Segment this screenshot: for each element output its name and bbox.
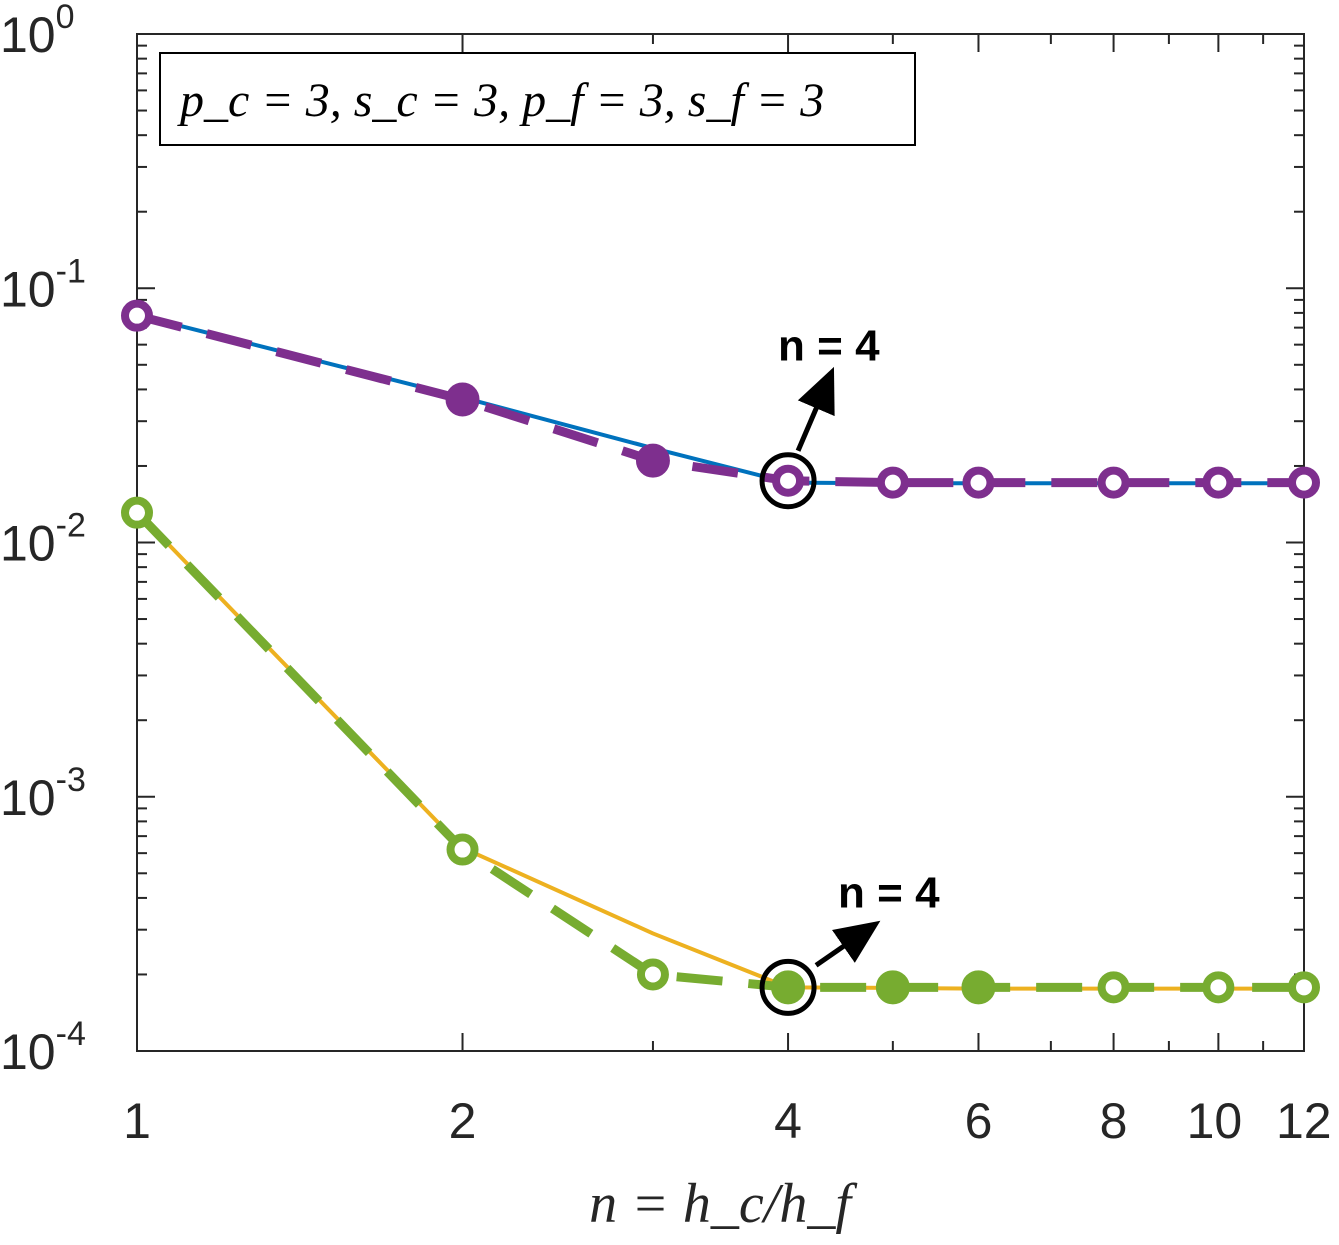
y-tick-label: 10-3	[0, 761, 86, 826]
y-tick-label: 10-2	[0, 507, 86, 572]
series-purple-dashed-line	[135, 311, 1304, 488]
series-purple-dashed-point	[635, 443, 670, 478]
annotations: n = 4 n = 4	[759, 322, 940, 1016]
series-layer	[121, 299, 1320, 1005]
annotation-circle	[759, 452, 817, 510]
x-tick-label: 1	[123, 1093, 151, 1149]
y-tick-labels: 10-4 10-3 10-2 10-1 100	[0, 0, 86, 1080]
series-purple-dashed-point	[1202, 466, 1235, 499]
series-green-dashed-point	[1202, 971, 1235, 1004]
series-purple-dashed-point	[772, 464, 805, 497]
y-tick-label: 10-4	[0, 1015, 86, 1080]
series-blue-solid-line	[136, 313, 1304, 486]
axes-box	[136, 33, 1305, 1052]
annotation-circle	[759, 958, 817, 1016]
y-tick-label: 100	[0, 0, 75, 63]
series-green-dashed-point	[1288, 971, 1320, 1004]
annotation-arrow	[814, 920, 881, 968]
series-green-dashed-point	[771, 970, 806, 1005]
series-green-dashed-point	[961, 970, 996, 1005]
x-tick-label: 4	[774, 1093, 802, 1149]
x-tick-label: 8	[1100, 1093, 1128, 1149]
series-green-dashed-line	[133, 509, 1304, 992]
minor-ticks	[136, 34, 1305, 1052]
x-tick-label: 2	[449, 1093, 477, 1149]
series-yellow-solid-line	[135, 510, 1304, 991]
annotation-label: n = 4	[778, 322, 880, 371]
legend-text: p_c = 3, s_c = 3, p_f = 3, s_f = 3	[177, 74, 824, 127]
series-purple-dashed-point	[121, 299, 153, 332]
series-purple-dashed-point	[445, 382, 480, 417]
series-purple-dashed-point	[876, 466, 909, 499]
plot-area	[136, 33, 1305, 1052]
x-tick-label: 6	[965, 1093, 993, 1149]
legend-box: p_c = 3, s_c = 3, p_f = 3, s_f = 3	[159, 52, 916, 146]
series-green-dashed-point	[875, 970, 910, 1005]
x-tick-label: 10	[1187, 1093, 1243, 1149]
series-green-dashed-point	[1097, 971, 1130, 1004]
x-tick-labels: 1 2 4 6 8 10 12	[123, 1093, 1332, 1149]
x-axis-label: n = h_c/h_f	[589, 1173, 858, 1235]
annotation-label: n = 4	[838, 868, 940, 917]
x-tick-label: 12	[1276, 1093, 1332, 1149]
series-green-dashed-point	[121, 496, 153, 529]
annotation-arrow	[795, 366, 835, 452]
series-purple-dashed-point	[1097, 466, 1130, 499]
legend-frame	[159, 52, 916, 146]
series-purple-dashed-point	[1288, 466, 1320, 499]
x-axis-label-text: n = h_c/h_f	[589, 1173, 858, 1235]
series-green-dashed-point	[636, 958, 669, 991]
series-purple-dashed-point	[962, 466, 995, 499]
series-green-dashed-point	[446, 833, 479, 866]
y-tick-label: 10-1	[0, 252, 86, 317]
